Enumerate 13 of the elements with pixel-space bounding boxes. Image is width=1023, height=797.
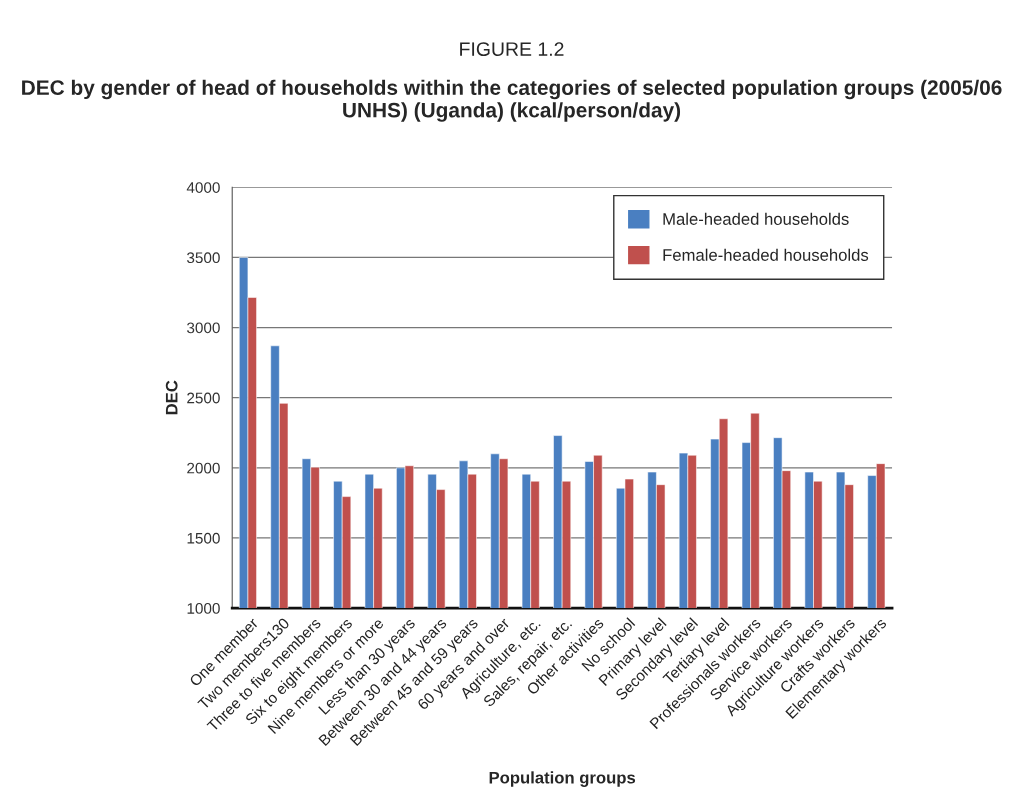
legend-label: Female-headed households: [663, 248, 869, 261]
chart-subtitle: DEC by gender of head of households within the categories of selected population groups (2005/06 UNHS) (Uganda) (kcal/person/day): [22, 79, 1002, 122]
y-tick-label: 3500: [187, 252, 220, 264]
x-axis-title: Population groups: [489, 771, 636, 787]
y-tick-label: 2500: [187, 392, 220, 404]
y-axis-title: DEC: [165, 380, 178, 415]
y-tick-label: 1000: [187, 602, 220, 614]
legend-label: Male-headed households: [663, 212, 849, 225]
y-tick-label: 4000: [186, 182, 220, 193]
y-tick-label: 1500: [187, 532, 220, 544]
y-tick-label: 2000: [187, 462, 220, 474]
y-tick-label: 3000: [187, 322, 220, 334]
chart-title: FIGURE 1.2: [460, 42, 564, 56]
